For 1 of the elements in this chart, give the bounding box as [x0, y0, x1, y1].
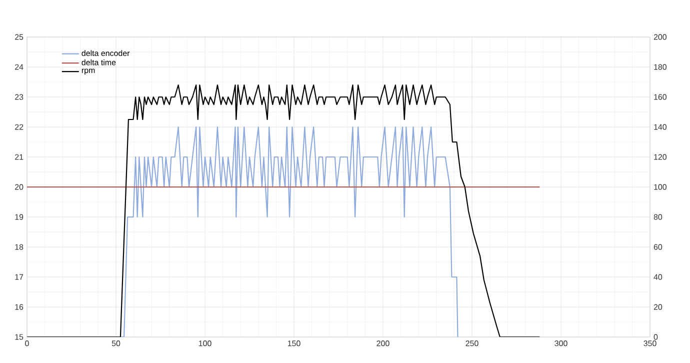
line-series — [27, 84, 540, 337]
